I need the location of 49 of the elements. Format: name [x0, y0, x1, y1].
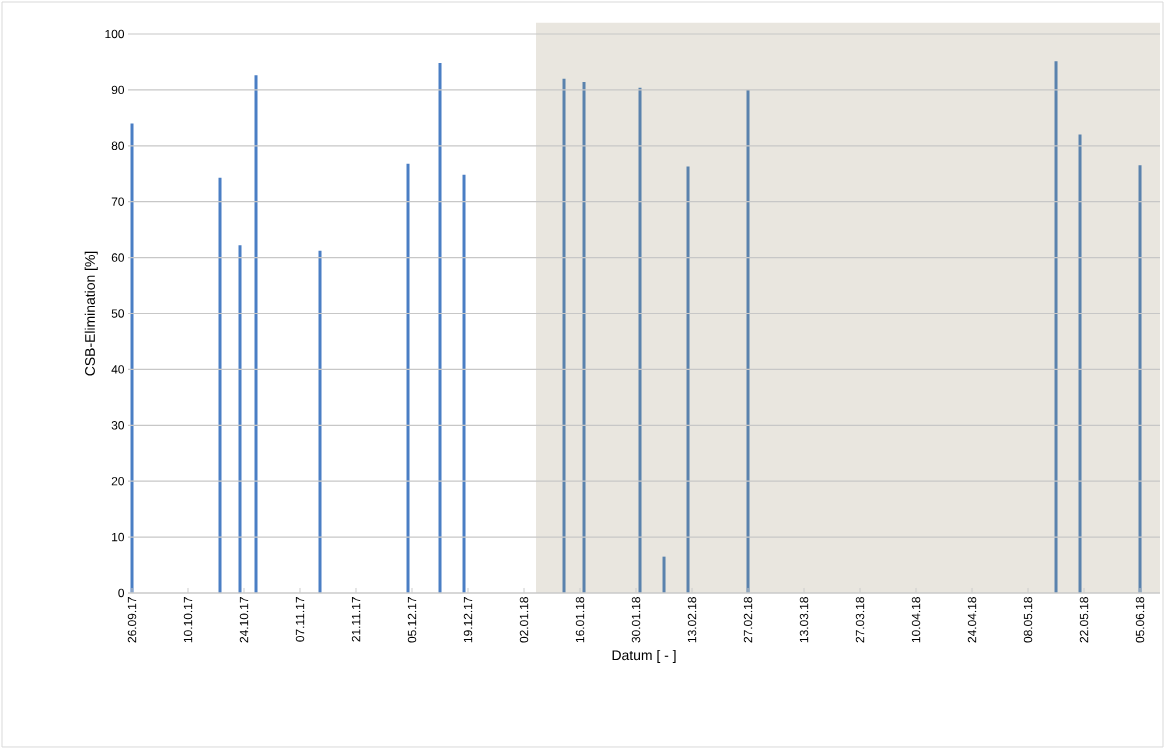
y-tick-label: 30 — [111, 421, 125, 430]
y-tick-label: 20 — [111, 476, 125, 486]
bar — [238, 245, 242, 593]
y-tick-label: 0 — [118, 588, 125, 598]
y-tick-label: 40 — [111, 365, 125, 374]
bar — [130, 123, 134, 593]
bar — [1054, 61, 1058, 593]
y-tick-label: 100 — [105, 29, 125, 39]
bar — [462, 174, 466, 593]
bar — [582, 82, 586, 593]
y-tick-label: 90 — [111, 85, 125, 95]
x-tick-label: 26.09.17 — [127, 597, 137, 643]
bar — [318, 250, 322, 593]
y-tick-label: 10 — [112, 532, 125, 542]
y-tick-label: 50 — [111, 309, 125, 318]
y-tick-label: 80 — [111, 141, 125, 151]
x-tick-label: 24.04.18 — [967, 597, 977, 643]
bar — [218, 177, 222, 593]
x-tick-label: 07.11.17 — [295, 597, 305, 642]
bar — [438, 63, 442, 593]
bar — [686, 166, 690, 593]
x-tick-label: 10.04.18 — [911, 597, 921, 643]
x-tick-label: 16.01.18 — [575, 597, 585, 643]
x-tick-label: 21.11.17 — [351, 597, 361, 642]
bar — [562, 78, 566, 593]
x-tick-label: 27.02.18 — [743, 597, 753, 643]
bar — [254, 75, 258, 593]
x-tick-label: 27.03.18 — [855, 597, 865, 643]
bar — [638, 87, 642, 593]
x-tick-label: 08.05.18 — [1023, 597, 1033, 643]
x-tick-label: 05.06.18 — [1135, 597, 1145, 643]
x-tick-label: 13.03.18 — [799, 597, 809, 643]
x-tick-label: 10.10.17 — [183, 597, 193, 643]
x-tick-label: 30.01.18 — [631, 597, 641, 643]
x-axis-title: Datum [ - ] — [612, 649, 676, 663]
x-tick-label: 24.10.17 — [239, 597, 249, 643]
x-tick-label: 19.12.17 — [463, 597, 473, 643]
bar — [746, 89, 750, 593]
bar — [1138, 165, 1142, 593]
bar — [406, 163, 410, 593]
bar — [662, 556, 666, 593]
x-tick-label: 05.12.17 — [407, 597, 417, 643]
x-tick-label: 13.02.18 — [687, 597, 697, 643]
y-tick-label: 60 — [111, 253, 125, 262]
x-tick-label: 22.05.18 — [1079, 597, 1089, 643]
x-tick-label: 02.01.18 — [519, 597, 529, 643]
y-axis-title: CSB-Elimination [%] — [84, 251, 98, 376]
bar — [1078, 134, 1082, 593]
y-tick-label: 70 — [111, 197, 125, 206]
